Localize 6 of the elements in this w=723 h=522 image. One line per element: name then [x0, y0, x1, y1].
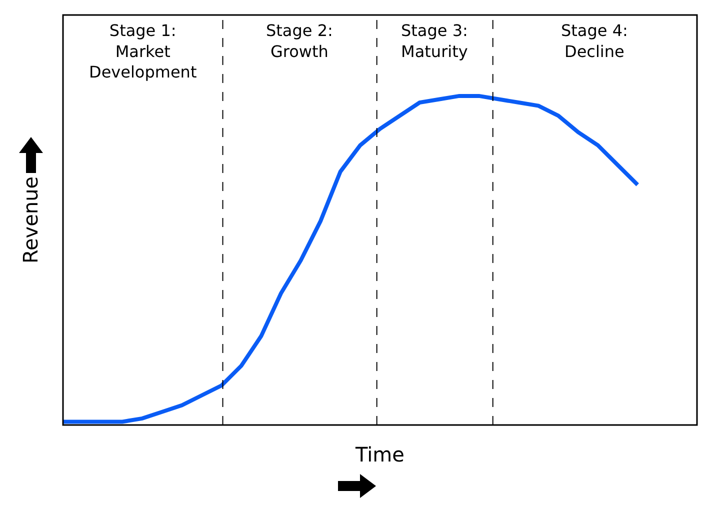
text: Stage 1: Market Development — [89, 21, 197, 82]
y-axis-title: Revenue — [18, 176, 42, 264]
text: Stage 4: Decline — [561, 21, 628, 61]
x-axis-title: Time — [354, 442, 404, 466]
text: Stage 2: Growth — [266, 21, 333, 61]
text: Stage 3: Maturity — [401, 21, 468, 61]
